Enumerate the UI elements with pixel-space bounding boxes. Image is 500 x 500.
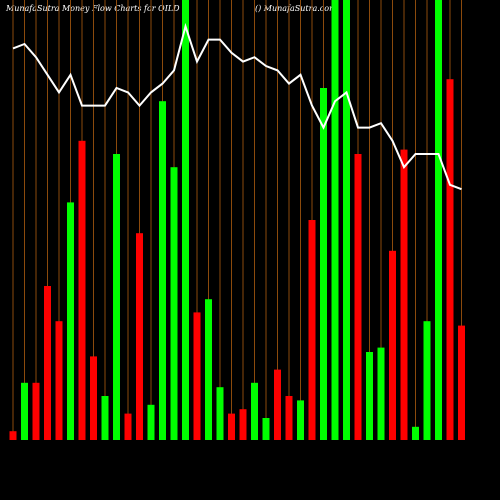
bar [412,426,419,440]
bar [147,404,155,440]
bar [159,101,166,440]
bar [170,167,178,440]
bar [90,356,97,440]
bar [458,325,465,440]
bar [21,382,28,440]
bar [366,352,373,440]
bar [251,382,258,440]
bar [67,202,74,440]
line [12,22,462,191]
bar [101,396,109,440]
bar [216,387,224,440]
bar [113,154,120,440]
bar [343,0,350,440]
bar [182,0,189,440]
bar [32,382,40,440]
bar [205,299,212,440]
bar [389,250,396,440]
bar [354,154,362,440]
bar [274,369,281,440]
bar [239,409,247,440]
bar [285,396,293,440]
bar [320,88,327,440]
bar [308,220,316,440]
bar [55,321,63,440]
chart-subtitle: () MunafaSutra.com [255,4,337,13]
bar [297,400,304,440]
bar [78,140,86,441]
bar [124,413,132,440]
bar [435,0,442,440]
bar [228,413,235,440]
bar [331,0,339,440]
chart-title: MunafaSutra Money Flow Charts for OILD [5,4,180,13]
bar [136,233,143,440]
bar [377,347,385,440]
bar [446,79,454,440]
bar [9,431,17,440]
bar [262,418,270,440]
bar [44,286,51,440]
bar [400,149,408,440]
bar [193,312,201,440]
bar [423,321,431,440]
